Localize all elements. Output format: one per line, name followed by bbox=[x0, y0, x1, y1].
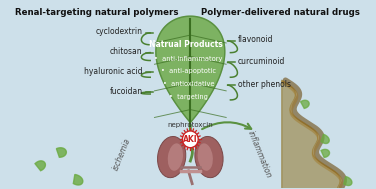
Text: other phenols: other phenols bbox=[238, 80, 291, 89]
Polygon shape bbox=[321, 149, 329, 157]
Text: •  anti-apoptotic: • anti-apoptotic bbox=[161, 68, 216, 74]
Text: AKI: AKI bbox=[183, 135, 198, 144]
Ellipse shape bbox=[195, 136, 223, 178]
Text: curcuminoid: curcuminoid bbox=[238, 57, 285, 66]
Polygon shape bbox=[156, 16, 225, 123]
Text: •  antioxidative: • antioxidative bbox=[163, 81, 214, 87]
Text: ischemia: ischemia bbox=[112, 137, 133, 172]
Text: Renal-targeting natural polymers: Renal-targeting natural polymers bbox=[15, 8, 179, 17]
Text: nephrotoxcin: nephrotoxcin bbox=[167, 122, 213, 128]
Text: flavonoid: flavonoid bbox=[238, 35, 273, 44]
Text: inflammation: inflammation bbox=[246, 129, 273, 179]
Text: •  targeting: • targeting bbox=[169, 94, 208, 100]
Ellipse shape bbox=[158, 136, 186, 178]
Text: chitosan: chitosan bbox=[110, 47, 143, 56]
Text: •  anti-inflammatory: • anti-inflammatory bbox=[154, 56, 223, 62]
Circle shape bbox=[182, 131, 198, 148]
Text: fucoidan: fucoidan bbox=[110, 87, 143, 96]
Polygon shape bbox=[344, 177, 352, 186]
Polygon shape bbox=[156, 16, 225, 123]
Polygon shape bbox=[73, 174, 83, 185]
Text: cyclodextrin: cyclodextrin bbox=[96, 27, 143, 36]
Ellipse shape bbox=[198, 143, 213, 171]
Text: hyaluronic acid: hyaluronic acid bbox=[84, 67, 143, 76]
Polygon shape bbox=[321, 134, 329, 143]
Polygon shape bbox=[35, 161, 45, 171]
Text: Polymer-delivered natural drugs: Polymer-delivered natural drugs bbox=[202, 8, 360, 17]
Ellipse shape bbox=[168, 143, 183, 171]
Polygon shape bbox=[56, 148, 67, 157]
Text: Natrual Products: Natrual Products bbox=[149, 40, 223, 49]
Polygon shape bbox=[300, 100, 309, 108]
